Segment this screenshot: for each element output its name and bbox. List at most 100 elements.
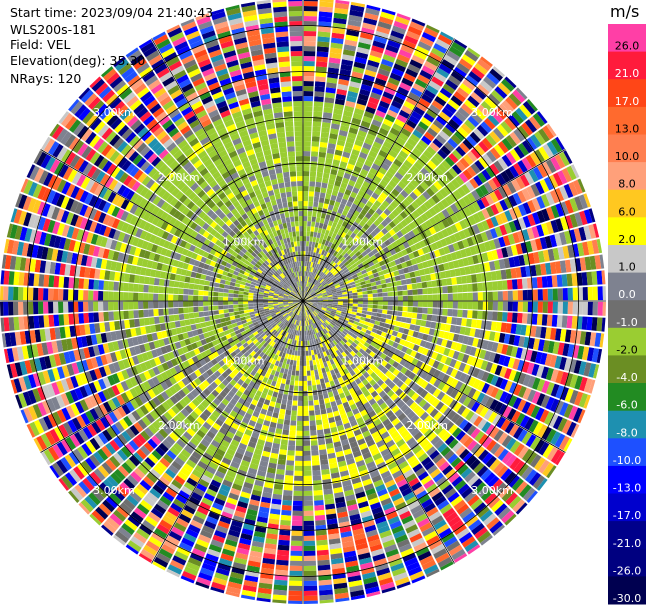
velocity-gate [329,313,335,317]
velocity-gate [160,391,170,401]
velocity-gate [246,279,252,284]
velocity-gate [316,307,322,310]
velocity-gate [306,304,310,309]
velocity-gate [336,321,342,326]
velocity-gate [237,272,244,278]
velocity-gate [412,463,423,473]
velocity-gate [424,365,432,374]
velocity-gate [70,213,79,227]
velocity-gate [557,342,565,356]
velocity-gate [294,380,299,386]
velocity-gate [95,485,108,499]
velocity-gate [588,363,597,378]
velocity-gate [466,399,476,410]
velocity-gate [412,366,420,375]
velocity-gate [294,314,297,320]
velocity-gate [382,348,390,356]
velocity-gate [250,336,257,342]
velocity-gate [424,373,433,383]
velocity-gate [167,408,177,418]
velocity-gate [415,449,426,459]
velocity-gate [377,525,391,534]
velocity-gate [93,290,99,301]
velocity-gate [368,398,377,406]
velocity-gate [526,451,538,465]
velocity-gate [308,335,312,341]
velocity-gate [108,311,114,321]
velocity-gate [173,314,180,321]
velocity-gate [68,451,80,465]
velocity-gate [273,296,279,299]
velocity-gate [330,341,336,347]
velocity-gate [550,369,559,383]
velocity-gate [271,329,277,335]
velocity-gate [322,323,327,329]
velocity-gate [193,301,199,307]
velocity-gate [259,577,273,585]
velocity-gate [266,324,272,330]
velocity-gate [376,439,386,448]
velocity-gate [538,441,550,456]
velocity-gate [380,317,387,323]
velocity-gate [83,290,89,301]
velocity-gate [11,240,20,255]
velocity-gate [424,341,432,349]
velocity-gate [364,524,377,533]
velocity-gate [501,344,509,355]
velocity-gate [333,351,339,358]
velocity-gate [314,309,320,314]
velocity-gate [213,291,219,297]
velocity-gate [448,424,458,435]
velocity-gate [357,301,363,304]
velocity-gate [377,326,384,332]
velocity-gate [268,295,274,298]
velocity-gate [298,390,303,396]
velocity-gate [331,557,344,565]
velocity-gate [335,399,343,406]
velocity-gate [169,559,185,571]
velocity-gate [463,385,472,396]
velocity-gate [542,301,548,314]
velocity-gate [289,575,303,581]
velocity-gate [364,434,373,443]
velocity-gate [300,355,303,361]
velocity-gate [38,301,44,314]
velocity-gate [249,356,256,363]
velocity-gate [310,370,315,376]
velocity-gate [15,394,23,409]
velocity-gate [113,361,121,373]
velocity-gate [371,474,382,483]
velocity-gate [360,562,374,570]
velocity-gate [453,402,462,413]
velocity-gate [143,370,152,380]
velocity-gate [55,394,66,408]
velocity-gate [486,517,500,530]
velocity-gate [221,275,227,281]
velocity-gate [567,301,573,315]
velocity-gate [283,389,289,395]
velocity-gate [327,528,339,535]
velocity-gate [248,303,254,307]
velocity-gate [398,483,410,493]
velocity-gate [225,591,240,598]
velocity-gate [450,519,464,532]
velocity-gate [307,340,310,346]
velocity-gate [454,479,467,491]
velocity-gate [559,356,567,371]
velocity-gate [394,321,401,327]
velocity-gate [469,413,479,424]
velocity-gate [373,324,379,330]
velocity-gate [255,390,262,397]
velocity-gate [314,409,321,416]
velocity-gate [299,305,302,311]
velocity-gate [267,317,273,321]
velocity-gate [274,402,281,409]
velocity-gate [139,275,145,284]
velocity-gate [312,323,316,329]
velocity-gate [107,216,116,227]
velocity-gate [489,458,501,471]
velocity-gate [293,324,297,330]
velocity-gate [407,389,416,398]
velocity-gate [226,402,235,410]
velocity-gate [80,254,88,266]
